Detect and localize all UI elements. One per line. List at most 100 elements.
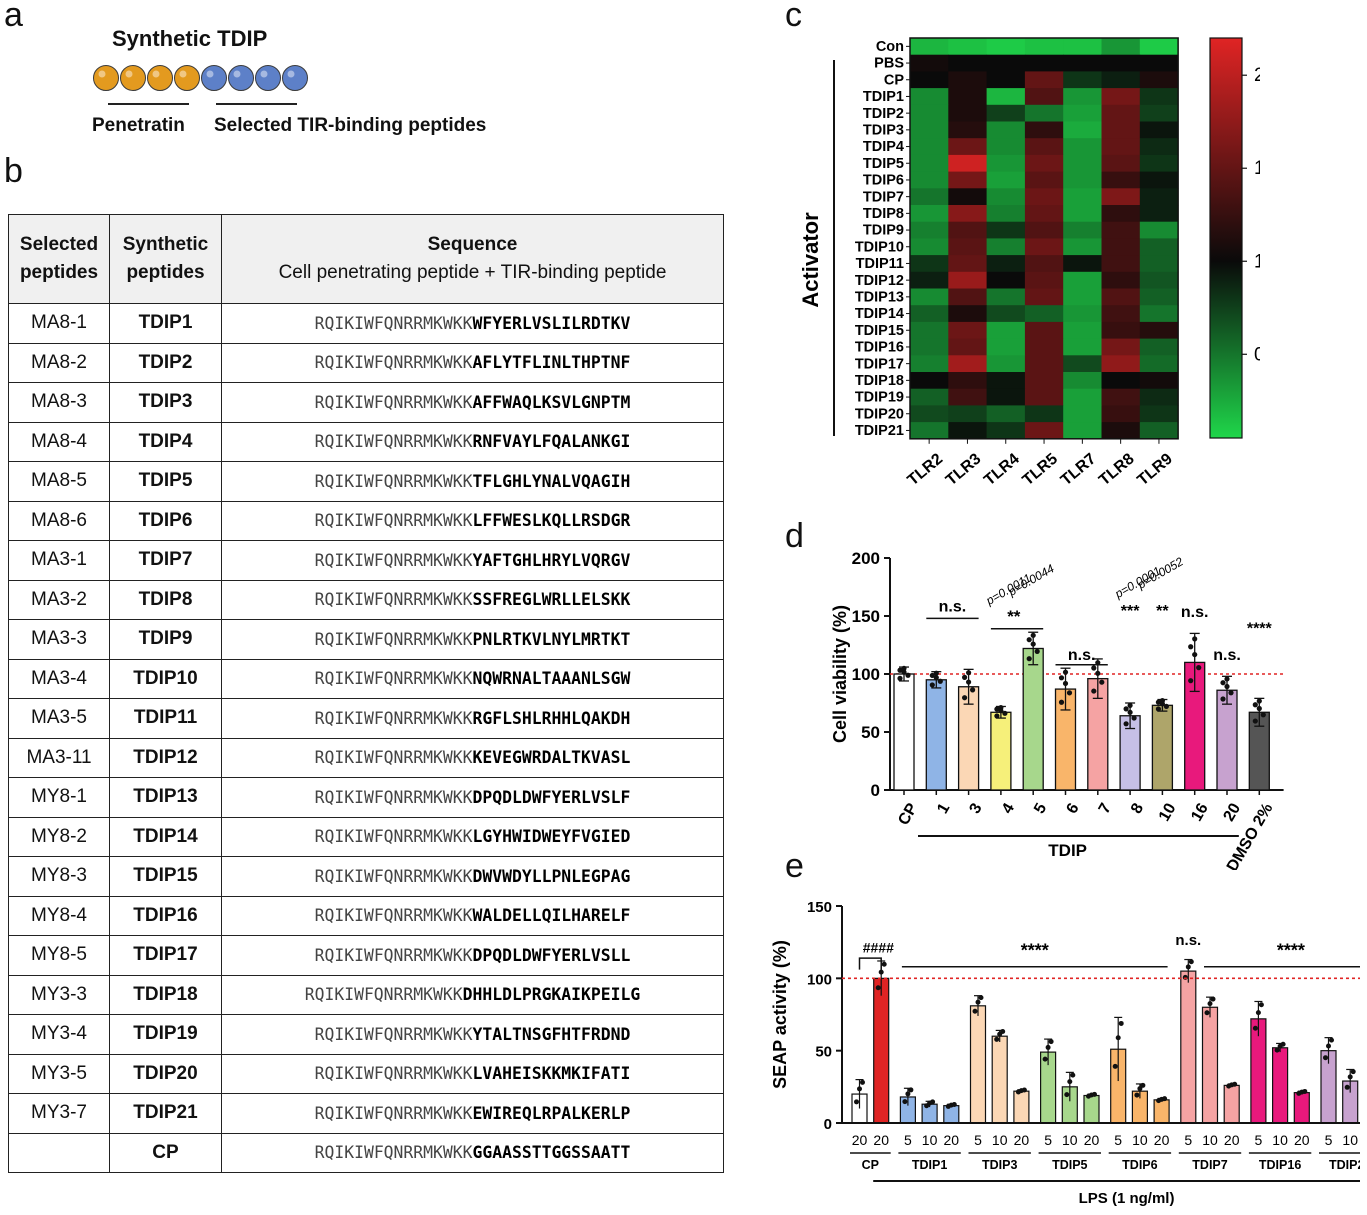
heatmap-row-label: TDIP1 — [863, 89, 904, 105]
d-data-point — [929, 672, 935, 679]
heatmap-col-label: TLR8 — [1096, 450, 1138, 489]
sequence-cell: RQIKIWFQNRRMKWKKKEVEGWRDALTKVASL — [221, 737, 724, 778]
e-data-point — [1344, 1084, 1350, 1090]
e-data-point — [994, 1036, 1000, 1042]
heatmap-row-label: TDIP20 — [855, 406, 904, 422]
table-row: MY8-3 TDIP15 RQIKIWFQNRRMKWKKDWVWDYLLPNLEG… — [8, 856, 724, 897]
heatmap-cell — [1139, 422, 1179, 440]
heatmap-cell — [986, 338, 1026, 356]
sequence-cell: RQIKIWFQNRRMKWKKAFLYTFLINLTHPTNF — [221, 342, 724, 383]
heatmap-cell — [1139, 238, 1179, 256]
panel-letter-d: d — [785, 517, 804, 555]
e-dose-label: 5 — [904, 1132, 912, 1148]
synthetic-peptide-cell: TDIP19 — [109, 1014, 222, 1055]
selected-peptide-cell: MA8-4 — [8, 421, 110, 462]
panel-a-title: Synthetic TDIP — [112, 26, 268, 51]
sequence-cell: RQIKIWFQNRRMKWKKEWIREQLRPALKERLP — [221, 1093, 724, 1134]
heatmap-cell — [1024, 338, 1064, 356]
heatmap-row-label: TDIP11 — [856, 256, 904, 272]
d-xtick-label: 16 — [1188, 800, 1212, 824]
e-bar — [1153, 1099, 1170, 1124]
d-data-point — [1058, 675, 1065, 681]
heatmap-cell — [1024, 255, 1064, 273]
table-header-row: Selected peptides Synthetic peptides Seque… — [8, 214, 724, 304]
d-annotation-sig1: ** — [1007, 607, 1021, 626]
heatmap-cell — [910, 188, 949, 206]
d-annotation-ns3: n.s. — [1181, 604, 1209, 621]
e-group-label: TDIP7 — [1192, 1158, 1227, 1172]
table-row: MY8-4 TDIP16 RQIKIWFQNRRMKWKKWALDELLQILHAR… — [8, 895, 724, 936]
heatmap-row-label: TDIP15 — [855, 323, 904, 339]
sequence-cell: RQIKIWFQNRRMKWKKDPQDLDWFYERLVSLF — [221, 777, 724, 818]
heatmap-cell — [910, 321, 949, 340]
heatmap-row-label: TDIP13 — [855, 290, 904, 306]
heatmap-cell — [1139, 154, 1179, 173]
synthetic-peptide-cell: TDIP13 — [109, 777, 222, 818]
bead-highlight-5 — [206, 70, 214, 78]
heatmap-cell — [948, 321, 988, 340]
tir-sequence: LVAHEISKKMKIFATI — [472, 1064, 631, 1084]
e-dose-label: 5 — [1255, 1132, 1263, 1148]
heatmap-cell — [910, 255, 949, 273]
heatmap-cell — [1063, 171, 1102, 189]
table-row: MA3-5 TDIP11 RQIKIWFQNRRMKWKKRGFLSHLRHHLQA… — [8, 698, 724, 739]
heatmap-cell — [1139, 338, 1179, 356]
cpp-sequence: RQIKIWFQNRRMKWKK — [314, 827, 473, 847]
heatmap-cell — [1024, 388, 1064, 406]
e-data-point — [1000, 1029, 1006, 1035]
heatmap-row-label: TDIP5 — [863, 156, 904, 172]
e-data-point — [975, 999, 981, 1005]
e-ytick-label: 100 — [807, 971, 832, 988]
e-annotation-sig1: **** — [1021, 941, 1049, 961]
heatmap-cell — [1063, 288, 1102, 306]
d-data-point — [897, 675, 903, 681]
d-data-point — [994, 713, 1000, 719]
d-data-point — [905, 672, 911, 678]
synthetic-peptide-cell: TDIP4 — [109, 421, 222, 462]
e-data-point — [1323, 1055, 1328, 1061]
e-dose-label: 20 — [873, 1132, 889, 1148]
d-data-point — [1256, 705, 1262, 712]
e-data-point — [905, 1091, 911, 1097]
heatmap-cell — [1139, 288, 1179, 306]
e-dose-label: 20 — [1224, 1132, 1240, 1148]
d-data-point — [1062, 669, 1069, 675]
sequence-cell: RQIKIWFQNRRMKWKKTFLGHLYNALVQAGIH — [221, 461, 724, 502]
e-data-point — [930, 1099, 936, 1105]
sequence-cell: RQIKIWFQNRRMKWKKSSFREGLWRLLELSKK — [221, 579, 724, 620]
heatmap-cell — [948, 422, 988, 440]
heatmap-cell — [986, 205, 1026, 223]
heatmap-cell — [948, 288, 988, 306]
heatmap-cell — [1063, 71, 1102, 89]
d-xtick-label: 5 — [1031, 800, 1050, 816]
synthetic-peptide-cell: TDIP1 — [109, 303, 222, 344]
heatmap-cell — [1139, 104, 1179, 122]
e-annotation-sig2: **** — [1277, 941, 1305, 961]
bead-penetratin-4 — [174, 65, 200, 91]
d-bar — [1022, 647, 1044, 791]
e-data-point — [1302, 1088, 1308, 1094]
heatmap-cell — [948, 88, 988, 106]
tir-sequence: DHHLDLPRGKAIKPEILG — [462, 985, 641, 1005]
colorbar-tick-label: 0.5 — [1254, 344, 1260, 365]
colorbar-tick-label: 1.0 — [1254, 251, 1260, 272]
sequence-cell: RQIKIWFQNRRMKWKKRNFVAYLFQALANKGI — [221, 421, 724, 462]
d-xtick-label: 10 — [1156, 800, 1180, 824]
e-xlabel: LPS (1 ng/ml) — [1079, 1190, 1175, 1207]
heatmap-cell — [910, 138, 949, 156]
d-bar — [1216, 689, 1238, 791]
e-data-point — [1137, 1086, 1143, 1092]
d-data-point — [994, 706, 1000, 712]
e-annotation-ns: n.s. — [1175, 932, 1201, 949]
d-data-point — [1192, 651, 1198, 658]
heatmap-cell — [948, 388, 988, 406]
heatmap-cell — [1063, 104, 1102, 122]
cpp-sequence: RQIKIWFQNRRMKWKK — [314, 787, 473, 807]
heatmap-cell — [948, 121, 988, 139]
heatmap-cell — [1139, 372, 1179, 390]
d-data-point — [901, 665, 907, 671]
heatmap-cell — [910, 271, 949, 289]
d-bar — [893, 673, 915, 791]
e-group-label: TDIP16 — [1259, 1158, 1301, 1172]
table-row: MY3-3 TDIP18 RQIKIWFQNRRMKWKKDHHLDLPRGKAIK… — [8, 974, 724, 1015]
